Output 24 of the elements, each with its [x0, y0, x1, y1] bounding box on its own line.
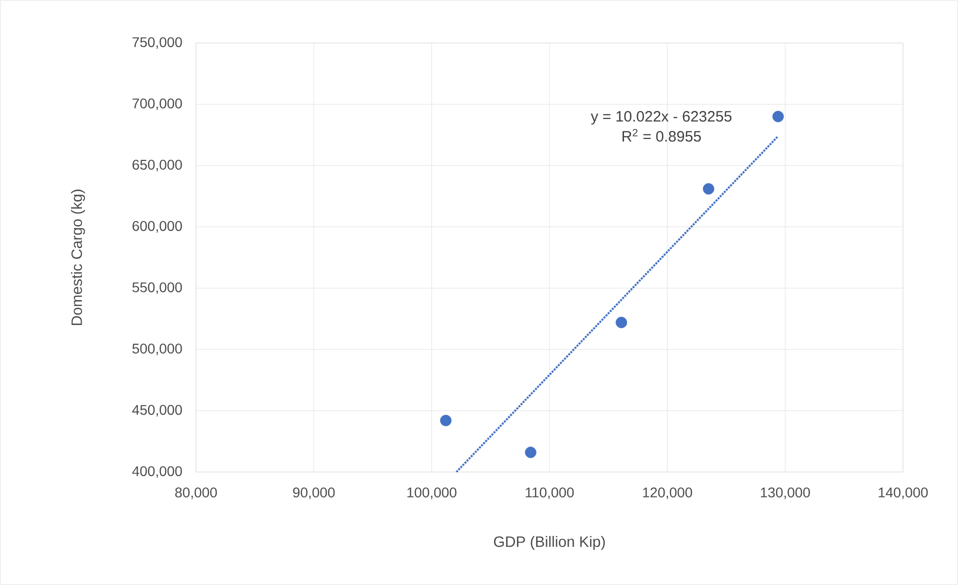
y-tick-label: 750,000: [132, 37, 182, 49]
y-tick-label: 700,000: [132, 98, 182, 110]
x-tick-label: 110,000: [526, 488, 574, 500]
x-tick-label: 90,000: [293, 488, 335, 500]
y-tick-label: 600,000: [132, 221, 182, 233]
y-tick-label: 400,000: [132, 466, 182, 478]
y-tick-label: 500,000: [132, 344, 182, 356]
point: [772, 110, 784, 122]
x-axis-title: GDP (Billion Kip): [494, 536, 605, 550]
x-tick-label: 130,000: [760, 488, 810, 500]
y-tick-label: 650,000: [132, 160, 182, 172]
annotation: y = 10.022x - 623255: [590, 111, 732, 125]
y-axis-title: Domestic Cargo (kg): [71, 190, 85, 326]
x-tick-label: 100,000: [407, 488, 456, 500]
x-tick-label: 80,000: [175, 488, 217, 500]
x-tick-label: 120,000: [643, 488, 692, 500]
point: [702, 183, 714, 195]
x-tick-label: 140,000: [878, 488, 928, 500]
point: [616, 316, 628, 328]
y-tick-label: 450,000: [132, 404, 182, 416]
y-tick-label: 550,000: [132, 282, 182, 294]
annotation: R$^{2}$ = 0.8955: [622, 128, 701, 142]
point: [440, 414, 452, 426]
point: [524, 446, 536, 458]
